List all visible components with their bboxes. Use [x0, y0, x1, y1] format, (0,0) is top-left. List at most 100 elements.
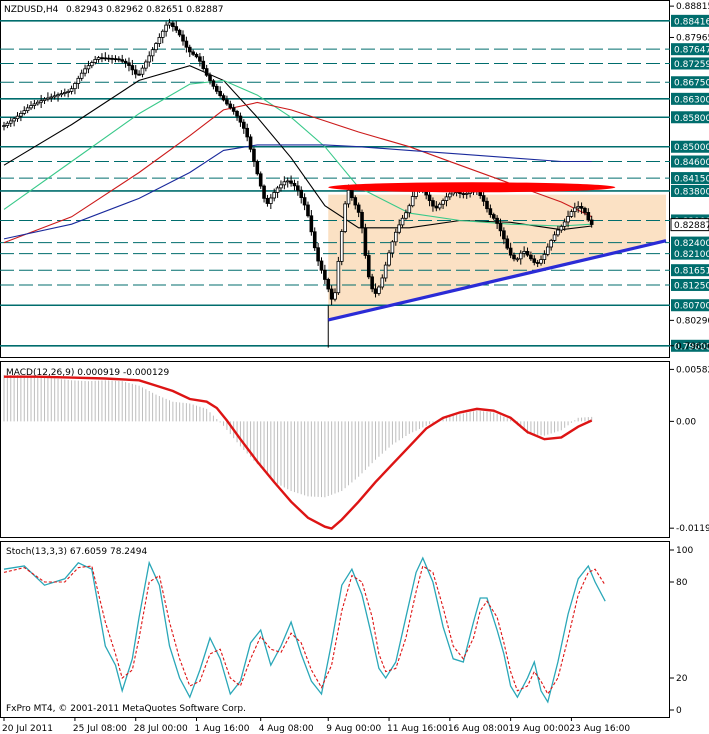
candle-bull [448, 193, 452, 198]
candle-bull [150, 49, 155, 57]
macd-signal-line [4, 375, 593, 530]
candle-bull [154, 43, 158, 51]
triangle-area [328, 194, 666, 320]
candle-bear [289, 180, 293, 184]
candle-bull [404, 212, 408, 219]
candle-bull [25, 107, 30, 112]
candle-bull [73, 83, 77, 90]
candle-bull [346, 189, 351, 205]
candle-bull [39, 100, 43, 103]
candle-bull [397, 224, 401, 233]
price-panel-frame [0, 0, 670, 358]
candle-bear [127, 62, 131, 66]
price-panel[interactable]: 0.88416 0.87647 0.87259 0.86750 0.86300 0.858… [0, 0, 709, 358]
candle-bull [93, 59, 97, 63]
macd-panel[interactable]: 0.00582 0.00 -0.01196 MACD(12,26,9) 0.0009… [0, 361, 709, 538]
candle-bear [204, 68, 209, 76]
candle-bear [248, 136, 253, 150]
price-candles [2, 18, 594, 348]
candle-bull [556, 229, 560, 236]
level-price-label: 0.80700 [674, 302, 709, 312]
price-axis: 0.88416 0.87647 0.87259 0.86750 0.86300 0.858… [670, 2, 709, 352]
candle-bear [373, 288, 378, 294]
candle-bull [545, 246, 550, 255]
ohlc-readout: 0.82943 0.82962 0.82651 0.82887 [66, 5, 223, 15]
candle-bull [380, 277, 385, 288]
candle-bear [218, 90, 222, 97]
candle-bull [62, 92, 67, 94]
candle-bull [576, 206, 580, 209]
candle-bear [262, 185, 266, 199]
candle-bear [512, 254, 516, 260]
candle-bear [360, 211, 364, 229]
stoch-tick-label: 100 [676, 546, 693, 556]
candle-bear [312, 231, 317, 249]
macd-axis: 0.00582 0.00 -0.01196 [670, 365, 709, 534]
candle-bull [464, 192, 469, 195]
candle-bear [265, 197, 270, 204]
candle-bear [177, 29, 182, 36]
candle-bull [542, 253, 547, 260]
resistance-ellipse [328, 182, 616, 193]
candle-bull [333, 292, 337, 300]
candle-bear [106, 57, 111, 60]
candle-bear [363, 227, 368, 256]
candle-bear [221, 95, 226, 101]
support-trendline[interactable] [327, 239, 667, 322]
candle-bear [491, 214, 496, 219]
candle-bear [579, 206, 584, 209]
candle-bull [343, 203, 347, 232]
candle-bull [410, 196, 415, 207]
level-price-box [671, 339, 709, 352]
level-price-box [671, 264, 709, 277]
candle-bull [160, 30, 165, 38]
candle-bear [198, 56, 202, 62]
stochastic-panel[interactable]: 100 80 20 0 Stoch(13,3,3) 67.6059 78.2494 F… [0, 541, 694, 718]
candle-bear [316, 247, 320, 262]
candle-bull [387, 252, 391, 266]
candle-bear [583, 207, 587, 213]
candle-bull [35, 101, 40, 105]
candle-bull [566, 216, 570, 223]
level-price-label: 0.86300 [674, 95, 709, 105]
candle-bull [393, 231, 398, 243]
level-price-label: 0.83800 [674, 187, 709, 197]
candle-bull [42, 98, 47, 101]
candle-bull [407, 205, 412, 214]
support-line [327, 239, 667, 322]
candle-bull [29, 105, 33, 109]
candle-bull [19, 112, 23, 117]
candle-bear [502, 230, 506, 240]
time-tick-label: 16 Aug 08:00 [448, 724, 509, 734]
candle-bear [306, 204, 310, 217]
level-price-label: 0.88416 [674, 17, 709, 27]
level-price-label: 0.85800 [674, 114, 709, 124]
time-tick-label: 28 Jul 00:00 [134, 724, 188, 734]
candle-bull [15, 115, 20, 120]
time-tick-label: 25 Jul 08:00 [73, 724, 127, 734]
candle-bear [350, 189, 354, 199]
macd-tick-label: 0.00 [676, 417, 696, 427]
current-price-box [670, 218, 709, 232]
candle-bear [370, 276, 374, 290]
candle-bull [269, 197, 273, 204]
level-price-box [671, 155, 709, 168]
candle-bull [279, 184, 283, 189]
candle-bull [539, 259, 543, 264]
level-price-label: 0.84600 [674, 158, 709, 168]
candle-bull [339, 231, 344, 262]
candle-bull [96, 57, 101, 60]
candle-bear [505, 238, 510, 249]
candle-bull [441, 200, 445, 205]
time-tick-label: 4 Aug 08:00 [259, 724, 314, 734]
chart-title: NZDUSD,H4 [4, 5, 59, 15]
candle-bear [461, 193, 466, 195]
level-price-box [671, 278, 709, 291]
candle-bear [120, 59, 125, 62]
candle-bear [201, 60, 206, 70]
candle-bear [214, 85, 219, 92]
candle-bull [573, 207, 577, 213]
candle-bull [32, 103, 37, 106]
candle-bull [147, 55, 152, 63]
